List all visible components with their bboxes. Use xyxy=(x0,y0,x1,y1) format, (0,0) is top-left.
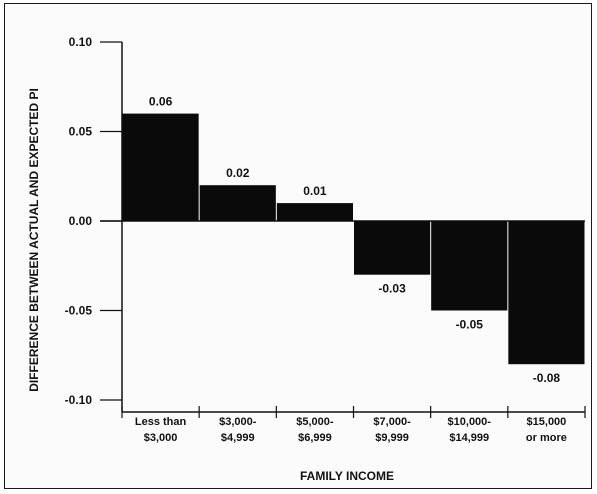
x-tick-label: $10,000- xyxy=(448,416,492,428)
y-tick-label: 0.10 xyxy=(69,35,93,49)
x-tick-label: $6,999 xyxy=(298,432,332,444)
y-tick-label: 0.05 xyxy=(69,125,93,139)
data-label: 0.06 xyxy=(149,95,173,109)
bar xyxy=(354,221,431,275)
x-tick-label: $14,999 xyxy=(449,432,489,444)
x-tick-label: or more xyxy=(526,432,567,444)
bar xyxy=(276,203,353,221)
bar xyxy=(508,221,585,365)
bar xyxy=(122,113,199,221)
bar xyxy=(431,221,508,311)
bars xyxy=(122,113,585,365)
y-tick-label: -0.10 xyxy=(65,393,93,407)
x-axis-title: FAMILY INCOME xyxy=(300,469,394,483)
data-label: 0.02 xyxy=(226,166,250,180)
y-axis-title: DIFFERENCE BETWEEN ACTUAL AND EXPECTED P… xyxy=(27,88,41,392)
x-tick-label: $3,000 xyxy=(144,432,178,444)
x-tick-label: $5,000- xyxy=(296,416,334,428)
data-label: -0.05 xyxy=(456,318,484,332)
data-label: 0.01 xyxy=(303,184,327,198)
data-label: -0.08 xyxy=(533,371,561,385)
y-tick-label: 0.00 xyxy=(69,214,93,228)
x-tick-label: Less than xyxy=(135,416,187,428)
data-labels: 0.06 0.02 0.01 -0.03 -0.05 -0.08 xyxy=(149,95,561,386)
x-tick-label: $9,999 xyxy=(375,432,409,444)
x-ticks: Less than $3,000 $3,000- $4,999 $5,000- $6,99… xyxy=(121,406,586,444)
data-label: -0.03 xyxy=(378,282,406,296)
x-tick-label: $3,000- xyxy=(219,416,257,428)
x-tick-label: $15,000 xyxy=(527,416,567,428)
x-tick-label: $7,000- xyxy=(373,416,411,428)
x-tick-label: $4,999 xyxy=(221,432,255,444)
bar xyxy=(199,185,276,221)
y-ticks: 0.10 0.05 0.00 -0.05 -0.10 xyxy=(65,35,122,407)
y-tick-label: -0.05 xyxy=(65,304,93,318)
